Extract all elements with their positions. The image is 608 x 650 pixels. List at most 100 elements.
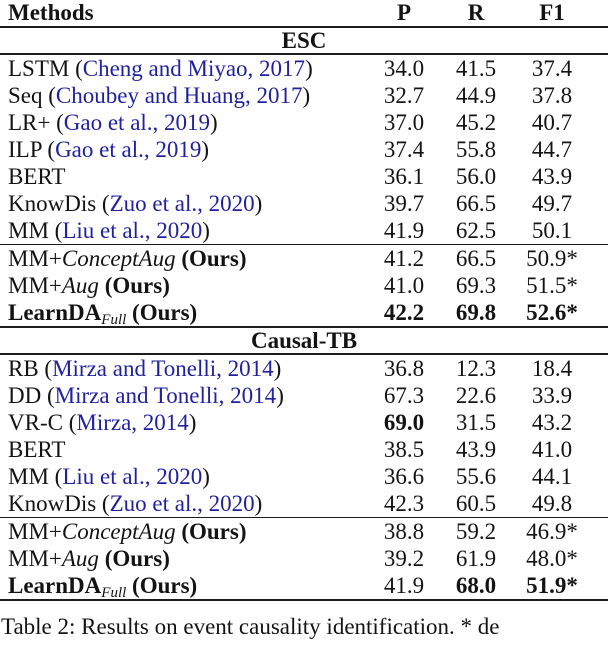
method-paren: ): [202, 464, 210, 489]
r-value: 66.5: [455, 191, 497, 216]
method-name: Seq (: [8, 83, 56, 108]
p-value: 38.8: [368, 517, 440, 545]
p-value: 41.0: [383, 273, 425, 298]
method-cell: Seq (Choubey and Huang, 2017): [0, 82, 368, 109]
method-cell: LR+ (Gao et al., 2019): [0, 109, 368, 136]
citation-link[interactable]: Cheng and Miyao, 2017: [82, 56, 306, 81]
section-header-esc: ESC: [0, 26, 608, 55]
ours-label: (Ours): [132, 573, 198, 598]
citation-link[interactable]: Liu et al., 2020: [62, 464, 203, 489]
r-value: 69.8: [455, 300, 497, 325]
method-cell: KnowDis (Zuo et al., 2020): [0, 190, 368, 217]
ours-label: (Ours): [104, 273, 170, 298]
method-paren: ): [202, 218, 210, 243]
r-value: 68.0: [455, 573, 497, 598]
p-value: 41.9: [383, 218, 425, 243]
f1-value: 44.7: [531, 137, 573, 162]
citation-link[interactable]: Gao et al., 2019: [63, 110, 211, 135]
table-row-ours: MM+Aug (Ours) 39.2 61.9 48.0*: [0, 545, 608, 572]
method-paren: ): [254, 191, 263, 216]
method-cell: MM+Aug (Ours): [0, 272, 368, 299]
f1-value: 48.0*: [526, 546, 578, 571]
citation-link[interactable]: Choubey and Huang, 2017: [55, 83, 303, 108]
table-row: KnowDis (Zuo et al., 2020) 39.7 66.5 49.…: [0, 190, 608, 217]
p-value: 36.6: [383, 464, 425, 489]
method-subscript: Full: [101, 312, 127, 328]
r-value: 55.6: [455, 464, 497, 489]
section-title: Causal-TB: [0, 326, 608, 355]
f1-value: 46.9*: [512, 517, 608, 545]
r-value: 44.9: [455, 83, 497, 108]
citation-link[interactable]: Zuo et al., 2020: [109, 491, 255, 516]
table-row: ILP (Gao et al., 2019) 37.4 55.8 44.7: [0, 136, 608, 163]
f1-value: 40.7: [531, 110, 573, 135]
method-name: MM (: [8, 218, 63, 243]
method-cell: LearnDAFull (Ours): [0, 299, 368, 327]
method-paren: ): [254, 491, 263, 516]
p-value: 42.3: [383, 491, 425, 516]
citation-link[interactable]: Mirza and Tonelli, 2014: [52, 356, 274, 381]
citation-link[interactable]: Mirza and Tonelli, 2014: [54, 383, 277, 408]
f1-value: 50.1: [531, 218, 573, 243]
method-italic: Aug: [61, 273, 99, 298]
p-value: 39.7: [383, 191, 425, 216]
method-name: ILP (: [8, 137, 56, 162]
p-value: 69.0: [383, 410, 425, 435]
table-row: KnowDis (Zuo et al., 2020) 42.3 60.5 49.…: [0, 490, 608, 518]
method-name: MM+: [8, 246, 62, 271]
f1-value: 33.9: [531, 383, 573, 408]
table-row-ours: MM+Aug (Ours) 41.0 69.3 51.5*: [0, 272, 608, 299]
method-paren: ): [210, 110, 218, 135]
table-row: LR+ (Gao et al., 2019) 37.0 45.2 40.7: [0, 109, 608, 136]
r-value: 12.3: [455, 356, 497, 381]
col-header-methods: Methods: [8, 0, 94, 25]
method-italic: Aug: [61, 546, 99, 571]
table-row: RB (Mirza and Tonelli, 2014) 36.8 12.3 1…: [0, 354, 608, 382]
p-value: 34.0: [383, 56, 425, 81]
method-name: DD (: [8, 383, 55, 408]
r-value: 55.8: [455, 137, 497, 162]
f1-value: 51.9*: [526, 573, 578, 598]
f1-value: 44.1: [531, 464, 573, 489]
method-paren: ): [201, 137, 209, 162]
method-name: LearnDA: [8, 300, 102, 325]
method-cell: RB (Mirza and Tonelli, 2014): [0, 354, 368, 382]
citation-link[interactable]: Zuo et al., 2020: [109, 191, 255, 216]
header-row: Methods P R F1: [0, 0, 608, 27]
method-cell: ILP (Gao et al., 2019): [0, 136, 368, 163]
ours-label: (Ours): [181, 246, 247, 271]
method-name: LearnDA: [8, 573, 102, 598]
table-row-ours: LearnDAFull (Ours) 41.9 68.0 51.9*: [0, 572, 608, 600]
col-header-recall: R: [467, 0, 485, 25]
method-name: LSTM (: [8, 56, 83, 81]
table-caption: Table 2: Results on event causality iden…: [1, 614, 500, 639]
f1-value: 51.5*: [526, 273, 578, 298]
method-cell: VR-C (Mirza, 2014): [0, 409, 368, 436]
p-value: 32.7: [383, 83, 425, 108]
r-value: 61.9: [455, 546, 497, 571]
f1-value: 49.7: [531, 191, 573, 216]
citation-link[interactable]: Mirza, 2014: [76, 410, 189, 435]
method-cell: BERT: [0, 163, 368, 190]
method-italic: ConceptAug: [61, 246, 176, 271]
table-row: BERT 38.5 43.9 41.0: [0, 436, 608, 463]
table-row-ours: MM+ConceptAug (Ours) 38.8 59.2 46.9*: [0, 517, 608, 545]
table-row: VR-C (Mirza, 2014) 69.0 31.5 43.2: [0, 409, 608, 436]
method-name: MM+: [8, 273, 62, 298]
method-paren: ): [273, 356, 282, 381]
method-paren: ): [188, 410, 197, 435]
f1-value: 37.8: [531, 83, 573, 108]
p-value: 39.2: [383, 546, 425, 571]
ours-label: (Ours): [132, 300, 198, 325]
method-name: RB (: [8, 356, 53, 381]
method-name: MM+: [8, 519, 62, 544]
table-row: DD (Mirza and Tonelli, 2014) 67.3 22.6 3…: [0, 382, 608, 409]
method-name: KnowDis (: [8, 191, 110, 216]
citation-link[interactable]: Gao et al., 2019: [55, 137, 202, 162]
p-value: 36.1: [383, 164, 425, 189]
f1-value: 43.2: [531, 410, 573, 435]
section-header-causal-tb: Causal-TB: [0, 326, 608, 355]
citation-link[interactable]: Liu et al., 2020: [62, 218, 203, 243]
method-cell: MM (Liu et al., 2020): [0, 217, 368, 245]
